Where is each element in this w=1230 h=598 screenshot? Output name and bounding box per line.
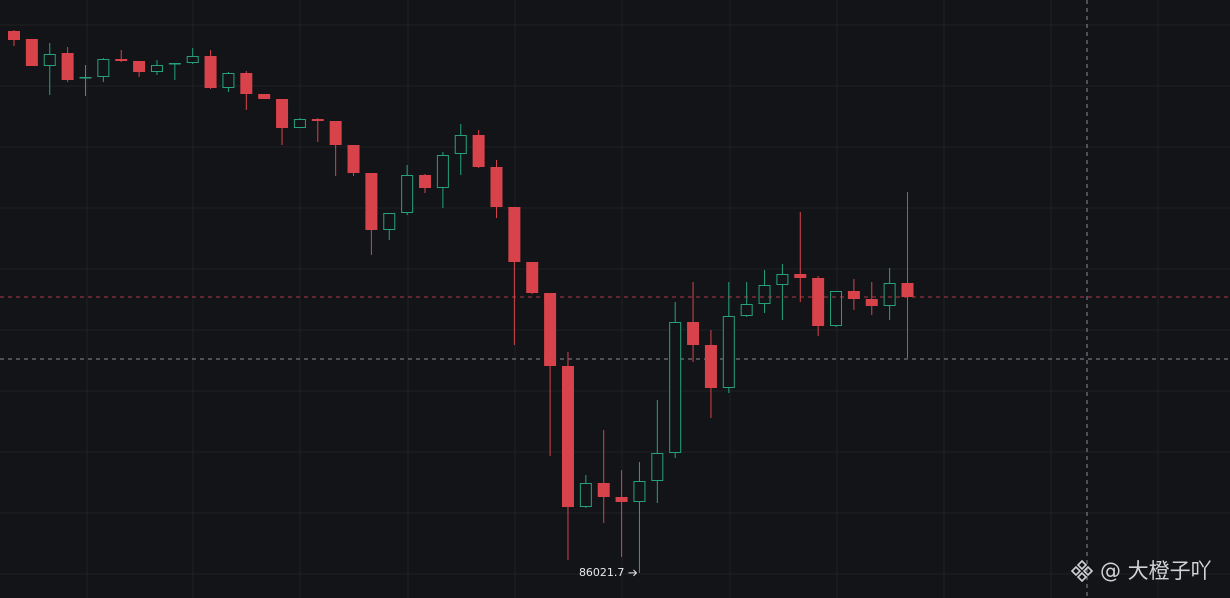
candle-body (311, 119, 324, 121)
candle-body (365, 173, 378, 230)
candle-body (150, 65, 163, 72)
candle-body (615, 497, 628, 502)
candle-body (847, 291, 860, 299)
candle-body (526, 262, 539, 293)
binance-logo (1070, 559, 1094, 583)
candle-body (490, 167, 503, 207)
candle-body (436, 155, 449, 188)
candle-body (669, 322, 682, 453)
candle-body (25, 39, 38, 66)
candle-body (222, 73, 235, 88)
candle-body (419, 175, 432, 188)
candle-body (401, 175, 414, 213)
candle-body (579, 483, 592, 507)
candle-body (204, 56, 217, 88)
candle-body (865, 299, 878, 306)
candle-body (597, 483, 610, 497)
low-label: 86021.7 (579, 566, 625, 579)
candle-body (758, 285, 771, 304)
candle-body (347, 145, 360, 173)
candle-body (133, 61, 146, 72)
candle-body (704, 345, 717, 388)
candle-body (687, 322, 700, 345)
candle-body (544, 293, 557, 366)
candle-body (329, 121, 342, 145)
candle-body (79, 77, 92, 79)
candle-body (293, 119, 306, 128)
candle-body (454, 135, 467, 154)
candle-body (383, 213, 396, 230)
candle-body (633, 481, 646, 502)
candle-body (115, 59, 128, 61)
candle-body (740, 304, 753, 316)
candle-body (508, 207, 521, 262)
candle-body (8, 31, 20, 40)
candle-body (651, 453, 664, 481)
candles: 86021.7 (0, 30, 1230, 579)
candle-body (97, 59, 110, 77)
low-arrow (628, 569, 638, 577)
candle-body (276, 99, 289, 128)
candle-body (794, 274, 807, 278)
candle-body (61, 53, 74, 80)
candle-body (168, 63, 181, 65)
candle-body (776, 274, 789, 285)
candle-body (472, 135, 485, 167)
watermark: @ 大橙子吖 (1100, 559, 1212, 583)
candle-body (186, 56, 199, 63)
candle-body (722, 316, 735, 388)
candle-body (812, 278, 825, 326)
candle-body (43, 54, 56, 66)
candle-body (258, 94, 271, 99)
candle-body (561, 366, 574, 507)
candle-body (901, 283, 914, 297)
candle-body (240, 73, 253, 94)
candle-body (830, 291, 843, 326)
candle-body (883, 283, 896, 306)
